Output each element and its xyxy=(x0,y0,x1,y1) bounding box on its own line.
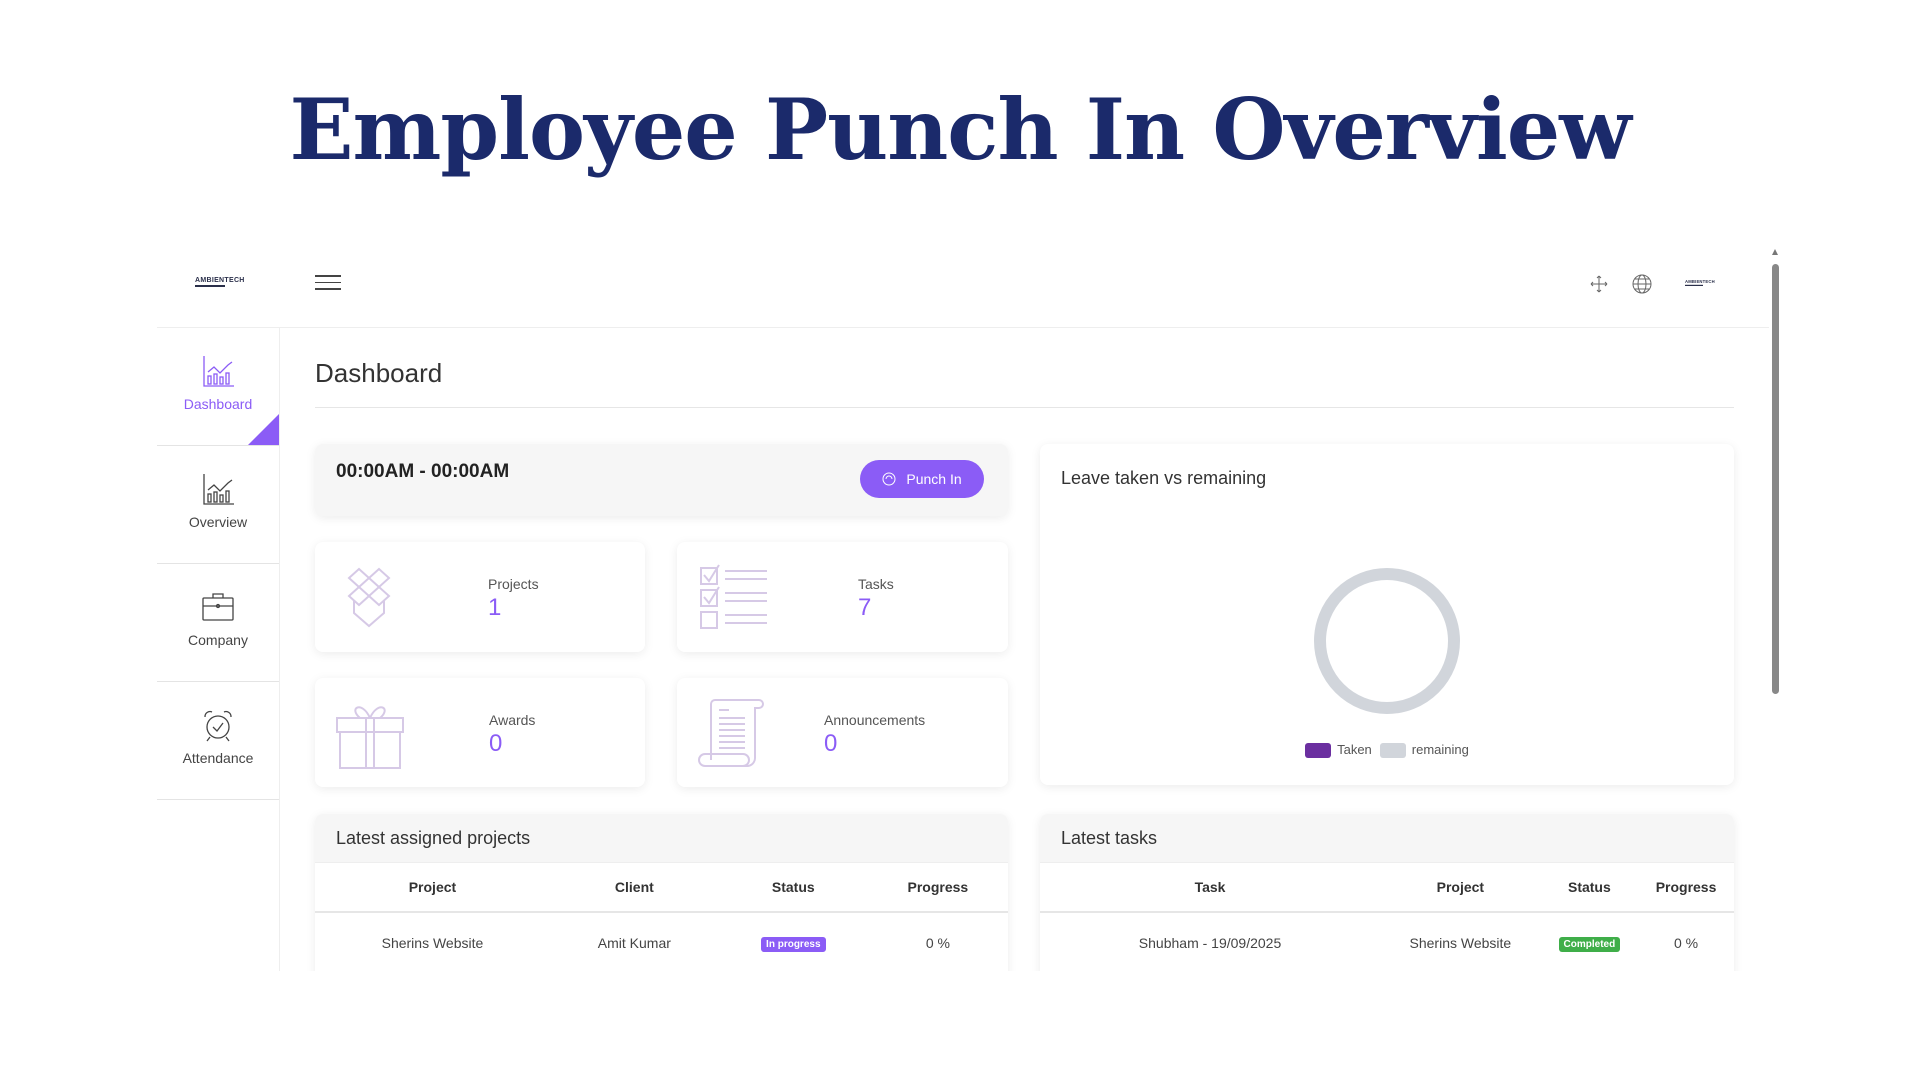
legend-swatch xyxy=(1305,743,1332,759)
app-window: AMBIENTECH AMBIENTECH Dashboard Overview… xyxy=(157,245,1769,971)
cell-status: In progress xyxy=(719,912,868,971)
sidebar-item-dashboard[interactable]: Dashboard xyxy=(157,328,279,446)
main-content: Dashboard 00:00AM - 00:00AM Punch In Pro… xyxy=(280,328,1769,971)
punch-in-button[interactable]: Punch In xyxy=(860,460,984,498)
punch-in-label: Punch In xyxy=(906,471,962,487)
donut-chart xyxy=(1314,568,1460,714)
sidebar-item-attendance[interactable]: Attendance xyxy=(157,682,279,800)
column-header[interactable]: Progress xyxy=(1638,863,1734,913)
sidebar-item-label: Overview xyxy=(188,514,248,530)
clock-icon xyxy=(882,472,896,486)
column-header[interactable]: Client xyxy=(549,863,719,913)
stat-value: 7 xyxy=(858,594,872,621)
legend-label: Taken xyxy=(1337,742,1372,757)
legend-item-remaining[interactable]: remaining xyxy=(1379,742,1469,759)
stat-card-awards[interactable]: Awards 0 xyxy=(315,678,645,787)
checklist-icon xyxy=(700,564,767,629)
legend-swatch xyxy=(1379,743,1406,759)
legend-item-taken[interactable]: Taken xyxy=(1305,742,1372,759)
cell-progress: 0 % xyxy=(925,934,950,951)
stat-label: Projects xyxy=(488,576,539,592)
dashboard-heading: Dashboard xyxy=(315,358,443,388)
globe-icon[interactable] xyxy=(1631,273,1653,295)
punch-card: 00:00AM - 00:00AM Punch In xyxy=(315,444,1008,516)
latest-tasks-card: Latest tasks Task Project Status Progres… xyxy=(1040,814,1734,971)
projects-table: Project Client Status Progress Sherins W… xyxy=(315,863,1008,971)
scroll-up-arrow[interactable] xyxy=(1772,249,1778,255)
column-header[interactable]: Status xyxy=(718,863,868,913)
table-row[interactable]: Sherins Website Amit Kumar In progress 0… xyxy=(315,912,1008,971)
shift-time: 00:00AM - 00:00AM xyxy=(336,461,510,482)
fullscreen-move-icon[interactable] xyxy=(1588,273,1610,295)
stat-value: 0 xyxy=(489,730,503,757)
stat-card-announcements[interactable]: Announcements 0 xyxy=(677,678,1008,787)
donut-slice-remaining[interactable] xyxy=(1314,568,1460,714)
cell-progress: 0 % xyxy=(1673,934,1699,951)
sidebar-item-label: Company xyxy=(188,632,248,648)
chart-legend: Taken remaining xyxy=(1040,742,1734,759)
logo-text: AMBIENTECH xyxy=(195,277,245,284)
stat-card-projects[interactable]: Projects 1 xyxy=(315,542,645,652)
column-header[interactable]: Progress xyxy=(867,863,1008,913)
company-logo[interactable]: AMBIENTECH xyxy=(195,277,245,291)
latest-projects-card: Latest assigned projects Project Client … xyxy=(315,814,1008,971)
scrollbar-thumb[interactable] xyxy=(1772,264,1779,694)
tasks-table: Task Project Status Progress Shubham - 1… xyxy=(1040,863,1734,971)
cell-status: Completed xyxy=(1541,912,1638,971)
sidebar-item-label: Attendance xyxy=(182,750,254,766)
column-header[interactable]: Project xyxy=(1380,863,1541,913)
column-header[interactable]: Project xyxy=(315,863,550,913)
stat-label: Announcements xyxy=(824,712,926,728)
top-header: AMBIENTECH AMBIENTECH xyxy=(157,245,1769,328)
stat-value: 0 xyxy=(824,730,838,757)
table-header: Project Client Status Progress xyxy=(315,863,1008,913)
stat-value: 1 xyxy=(488,594,502,621)
sidebar-item-overview[interactable]: Overview xyxy=(157,446,279,564)
bar-chart-icon xyxy=(203,474,234,505)
page-title: Employee Punch In Overview xyxy=(289,80,1631,179)
sidebar-item-label: Dashboard xyxy=(183,396,253,412)
box-icon xyxy=(347,567,391,628)
table-row[interactable]: Shubham - 19/09/2025 Sherins Website Com… xyxy=(1040,912,1734,971)
alarm-clock-icon xyxy=(204,710,232,742)
chart-title: Leave taken vs remaining xyxy=(1061,468,1267,488)
cell-task: Shubham - 19/09/2025 xyxy=(1138,934,1282,951)
stat-label: Awards xyxy=(489,712,536,728)
hamburger-icon[interactable] xyxy=(315,275,341,291)
scroll-icon xyxy=(698,699,764,767)
status-badge: In progress xyxy=(761,936,826,952)
gift-icon xyxy=(336,706,404,769)
stat-card-tasks[interactable]: Tasks 7 xyxy=(677,542,1008,652)
stat-label: Tasks xyxy=(858,576,894,592)
cell-project: Sherins Website xyxy=(1409,934,1512,951)
sidebar-item-company[interactable]: Company xyxy=(157,564,279,682)
cell-client: Amit Kumar xyxy=(597,934,671,951)
cell-project: Sherins Website xyxy=(381,934,484,951)
column-header[interactable]: Task xyxy=(1040,863,1381,913)
column-header[interactable]: Status xyxy=(1540,863,1639,913)
card-title: Latest tasks xyxy=(1040,814,1734,863)
sidebar: Dashboard Overview Company Attendance xyxy=(157,328,280,971)
page-scrollbar[interactable] xyxy=(1772,249,1779,971)
divider xyxy=(315,407,1734,408)
briefcase-icon xyxy=(202,593,234,621)
table-header: Task Project Status Progress xyxy=(1040,863,1734,913)
card-title: Latest assigned projects xyxy=(315,814,1008,863)
status-badge: Completed xyxy=(1558,936,1621,952)
user-company-logo[interactable]: AMBIENTECH xyxy=(1685,280,1715,286)
leave-chart-card: Leave taken vs remaining Taken remaining xyxy=(1040,444,1734,785)
legend-label: remaining xyxy=(1411,742,1469,757)
bar-chart-icon xyxy=(203,356,234,387)
